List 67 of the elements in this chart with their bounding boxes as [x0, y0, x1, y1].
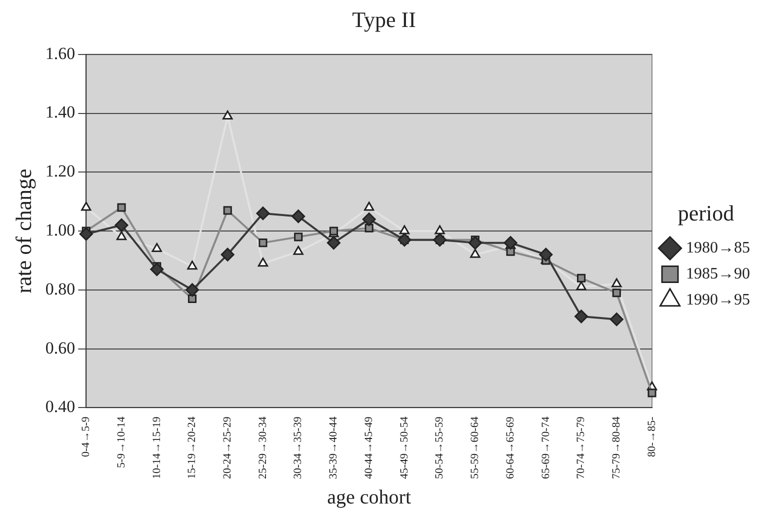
x-tick-label: 20-24→25-29: [222, 416, 234, 479]
y-tick-label: 0.40: [45, 397, 76, 416]
point: [506, 247, 515, 256]
point: [468, 236, 482, 250]
point: [185, 283, 199, 297]
point: [220, 248, 234, 262]
point: [398, 233, 412, 247]
point: [150, 262, 164, 276]
point: [326, 236, 340, 250]
y-axis-title: rate of change: [10, 168, 36, 294]
x-tick-label: 35-39→40-44: [328, 416, 340, 479]
point: [574, 310, 588, 324]
x-tick-label: 5-9→10-14: [115, 416, 128, 468]
point: [612, 288, 621, 298]
point: [258, 258, 268, 267]
y-tick-label: 0.80: [45, 279, 76, 298]
point: [399, 225, 410, 234]
x-tick-label: 70-74→75-79: [575, 416, 588, 479]
x-tick-label: 80-→85-: [646, 416, 658, 457]
point: [117, 203, 126, 212]
x-tick-label: 0-4→5-9: [80, 416, 92, 457]
chart-title: Type II: [352, 6, 416, 32]
point: [576, 281, 586, 290]
point: [188, 294, 197, 304]
x-tick-label: 60-64→65-69: [504, 416, 516, 479]
x-tick-label: 25-29→30-34: [256, 416, 269, 479]
point: [539, 248, 553, 262]
x-tick-label: 30-34→35-39: [292, 416, 304, 479]
y-tick-label: 1.40: [45, 102, 76, 122]
point: [258, 238, 268, 248]
point: [610, 312, 624, 326]
point: [470, 248, 480, 258]
legend-label: 1985→90: [686, 265, 750, 282]
y-tick-label: 0.60: [45, 338, 76, 358]
point: [256, 206, 270, 220]
x-tick-label: 15-19→20-24: [186, 416, 198, 479]
point: [223, 206, 232, 215]
point: [292, 210, 306, 224]
x-tick-label: 10-14→15-19: [150, 416, 163, 479]
y-tick-label: 1.60: [45, 44, 76, 63]
point: [293, 246, 304, 255]
point: [116, 231, 127, 240]
y-tick-label: 1.20: [45, 162, 76, 181]
x-tick-label: 40-44→45-49: [362, 416, 375, 479]
x-tick-label: 45-49→50-54: [398, 416, 410, 479]
point: [434, 225, 445, 234]
point: [364, 202, 374, 211]
point: [433, 233, 447, 247]
x-tick-label: 75-79→80-84: [610, 416, 623, 479]
point: [114, 218, 128, 232]
legend-title: period: [678, 200, 734, 226]
point: [612, 278, 622, 288]
x-tick-label: 65-69→70-74: [540, 416, 552, 479]
point: [364, 224, 374, 232]
point: [362, 212, 376, 226]
point: [152, 242, 162, 252]
point: [648, 388, 656, 398]
legend-label: 1980→85: [686, 239, 750, 256]
legend-label: 1990→95: [686, 291, 750, 308]
x-tick-label: 50-54→55-59: [434, 416, 446, 479]
x-tick-label: 55-59→60-64: [469, 416, 482, 479]
point: [187, 260, 198, 270]
point: [222, 110, 233, 120]
y-tick-label: 1.00: [45, 220, 76, 240]
x-axis-title: age cohort: [327, 486, 412, 508]
point: [576, 274, 586, 282]
point: [294, 232, 303, 242]
